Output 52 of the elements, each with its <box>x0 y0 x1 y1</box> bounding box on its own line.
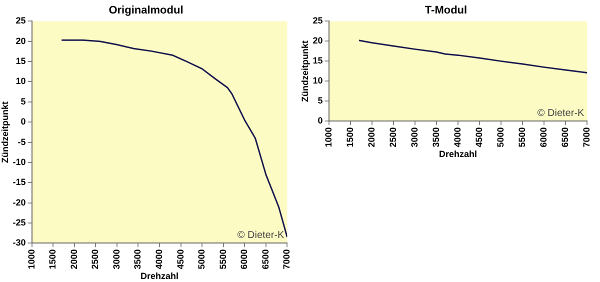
y-tick-label: 0 <box>318 116 323 126</box>
y-tick-label: 5 <box>318 96 323 106</box>
x-tick-label: 3500 <box>132 249 143 270</box>
x-tick-label: 7000 <box>282 249 292 270</box>
x-tick-label: 5000 <box>196 249 207 270</box>
annotation: © Dieter-K <box>537 108 585 119</box>
x-tick-label: 5500 <box>517 127 528 148</box>
y-tick-label: 10 <box>312 76 323 86</box>
y-tick-label: 25 <box>16 16 26 26</box>
y-tick-label: 5 <box>20 96 26 106</box>
x-tick-label: 2000 <box>68 249 79 270</box>
x-tick-label: 3500 <box>430 127 441 148</box>
y-tick-label: -25 <box>12 217 26 228</box>
chart-title: Originalmodul <box>108 4 184 17</box>
x-tick-label: 1500 <box>48 249 58 270</box>
x-tick-label: 6500 <box>260 249 270 270</box>
x-tick-label: 7000 <box>582 127 592 148</box>
x-tick-label: 5000 <box>496 127 506 148</box>
y-tick-label: 20 <box>312 36 323 46</box>
x-tick-label: 6000 <box>239 249 250 270</box>
x-axis-title: Drehzahl <box>439 149 478 160</box>
chart-title: T-Modul <box>424 4 468 17</box>
y-axis-title: Zündzeitpunkt <box>0 101 10 163</box>
x-tick-label: 5500 <box>218 249 228 270</box>
x-axis-title: Drehzahl <box>140 271 179 282</box>
x-tick-label: 4000 <box>452 127 462 148</box>
x-tick-label: 6500 <box>560 127 570 148</box>
x-tick-label: 4000 <box>154 249 164 270</box>
y-tick-label: 10 <box>16 76 26 86</box>
y-tick-label: 15 <box>16 56 26 66</box>
x-tick-label: 1500 <box>344 127 355 148</box>
y-tick-label: -15 <box>12 177 26 188</box>
x-tick-label: 2500 <box>388 127 398 148</box>
y-tick-label: -20 <box>12 197 26 208</box>
x-tick-label: 2000 <box>366 127 376 148</box>
y-axis-title: Zündzeitpunkt <box>300 40 310 102</box>
y-tick-label: -10 <box>12 156 26 167</box>
annotation: © Dieter-K <box>237 230 285 241</box>
y-tick-label: -30 <box>12 238 26 248</box>
x-tick-label: 4500 <box>474 127 484 148</box>
y-tick-label: 25 <box>312 16 323 26</box>
x-tick-label: 3000 <box>409 127 420 148</box>
x-tick-label: 3000 <box>111 249 122 270</box>
x-tick-label: 1000 <box>323 127 334 148</box>
x-tick-label: 2500 <box>90 249 100 270</box>
y-tick-label: -5 <box>18 136 26 147</box>
x-tick-label: 4500 <box>175 249 186 270</box>
x-tick-label: 6000 <box>538 127 549 148</box>
y-tick-label: 20 <box>16 36 26 46</box>
y-tick-label: 15 <box>312 56 323 66</box>
y-tick-label: 0 <box>20 116 26 127</box>
x-tick-label: 1000 <box>26 249 36 270</box>
